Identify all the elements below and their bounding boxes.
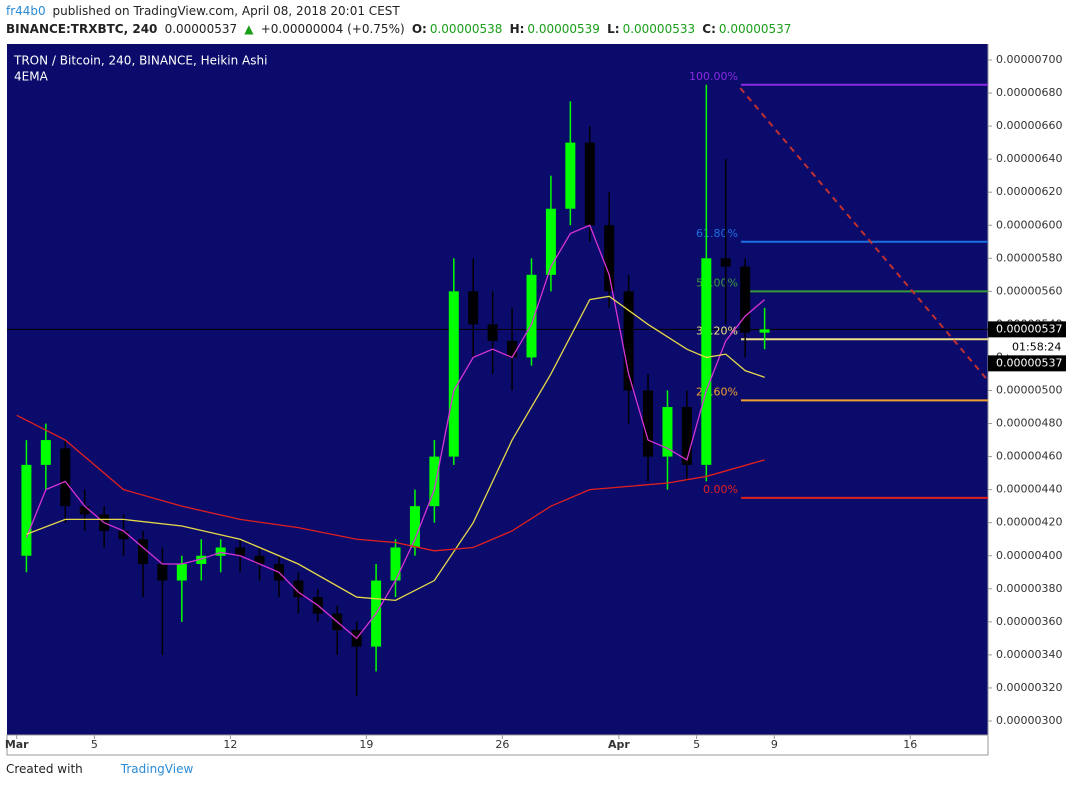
countdown: 01:58:24 [1012, 340, 1061, 353]
candle-body [643, 390, 654, 457]
candle-body [565, 142, 576, 209]
candle-body [545, 208, 556, 275]
fib-label: 61.80% [696, 227, 738, 240]
y-tick-label: 0.00000600 [996, 218, 1062, 231]
candle-body [526, 274, 537, 358]
candle-body [409, 506, 420, 548]
candle-body [40, 440, 51, 465]
candle-body [137, 539, 148, 565]
candle-body [60, 448, 71, 507]
o-label: O: [411, 22, 427, 36]
h-value: 0.00000539 [527, 22, 600, 36]
candle-body [390, 547, 401, 581]
y-tick-label: 0.00000440 [996, 483, 1062, 496]
y-tick-label: 0.00000560 [996, 284, 1062, 297]
y-tick-label: 0.00000580 [996, 251, 1062, 264]
footer: Created with TradingView [6, 762, 193, 776]
l-value: 0.00000533 [622, 22, 696, 36]
y-tick-label: 0.00000660 [996, 119, 1062, 132]
candle-body [584, 142, 595, 226]
x-tick-label: 5 [693, 738, 700, 751]
l-label: L: [607, 22, 620, 36]
countdown-box [1008, 339, 1066, 356]
fib-label: 0.00% [703, 483, 738, 496]
created-with: Created with [6, 762, 83, 776]
arrow: ▲ [244, 22, 254, 36]
y-tick-label: 0.00000340 [996, 648, 1062, 661]
ema-line [16, 414, 765, 552]
y-tick-label: 0.00000680 [996, 86, 1062, 99]
plot-background [7, 44, 988, 735]
last: 0.00000537 [164, 22, 238, 36]
candle-body [662, 407, 673, 457]
candle-body [429, 456, 440, 507]
ema-line [26, 295, 765, 602]
chart-title: TRON / Bitcoin, 240, BINANCE, Heikin Ash… [13, 54, 267, 68]
candle-body [701, 258, 712, 465]
candle-body [176, 564, 187, 581]
candle-body [740, 266, 751, 333]
candle-body [79, 506, 90, 515]
x-tick-label: 5 [91, 738, 98, 751]
candle-body [215, 547, 226, 556]
candle-body [507, 340, 518, 358]
y-tick-label: 0.00000460 [996, 450, 1062, 463]
candle-body [196, 555, 207, 565]
candle-body [293, 580, 304, 598]
c-value: 0.00000537 [718, 22, 792, 36]
publish-line: fr44b0 published on TradingView.com, Apr… [6, 4, 403, 18]
h-label: H: [509, 22, 525, 36]
candle-body [681, 407, 692, 465]
candle-body [254, 555, 265, 565]
chart: TRON / Bitcoin, 240, BINANCE, Heikin Ash… [5, 44, 1066, 756]
candle-body [623, 291, 634, 391]
candle-body [720, 258, 731, 267]
x-tick-label: 26 [495, 738, 509, 751]
price-label-box [988, 355, 1066, 372]
candle-body [604, 225, 615, 292]
x-tick-label: Mar [5, 738, 29, 751]
author[interactable]: fr44b0 [6, 4, 46, 18]
published: published on TradingView.com, April 08, … [48, 4, 400, 18]
candle-body [448, 291, 459, 457]
indicator-label: 4EMA [14, 70, 49, 84]
y-tick-label: 0.00000420 [996, 516, 1062, 529]
candle-body [468, 291, 479, 325]
change: +0.00000004 (+0.75%) [260, 22, 405, 36]
fib-label: 100.00% [689, 70, 738, 83]
price-label: 0.00000537 [996, 322, 1062, 335]
y-tick-label: 0.00000700 [996, 53, 1062, 66]
y-tick-label: 0.00000400 [996, 549, 1062, 562]
x-tick-label: 16 [903, 738, 917, 751]
y-tick-label: 0.00000480 [996, 417, 1062, 430]
price-label-box [988, 321, 1066, 338]
x-tick-label: 19 [359, 738, 373, 751]
y-tick-label: 0.00000620 [996, 185, 1062, 198]
candle-body [21, 464, 32, 556]
y-tick-label: 0.00000500 [996, 384, 1062, 397]
brand[interactable]: TradingView [120, 762, 194, 776]
ema-line [25, 224, 766, 640]
o-value: 0.00000538 [429, 22, 503, 36]
c-label: C: [702, 22, 716, 36]
y-tick-label: 0.00000300 [996, 714, 1062, 727]
trend-line [739, 87, 989, 382]
y-tick-label: 0.00000380 [996, 582, 1062, 595]
x-tick-label: 9 [771, 738, 778, 751]
y-tick-label: 0.00000360 [996, 615, 1062, 628]
symbol: BINANCE:TRXBTC, 240 [6, 22, 158, 36]
candle-body [235, 547, 246, 556]
y-tick-label: 0.00000640 [996, 152, 1062, 165]
x-tick-label: 12 [223, 738, 237, 751]
candle-body [118, 530, 129, 540]
quote-line: BINANCE:TRXBTC, 240 0.00000537 ▲ +0.0000… [6, 22, 794, 36]
candle-body [157, 564, 168, 581]
candle-body [487, 324, 498, 341]
price-label-2: 0.00000537 [996, 356, 1062, 369]
y-tick-label: 0.00000320 [996, 681, 1062, 694]
candle-body [759, 329, 770, 333]
x-tick-label: Apr [608, 738, 630, 751]
